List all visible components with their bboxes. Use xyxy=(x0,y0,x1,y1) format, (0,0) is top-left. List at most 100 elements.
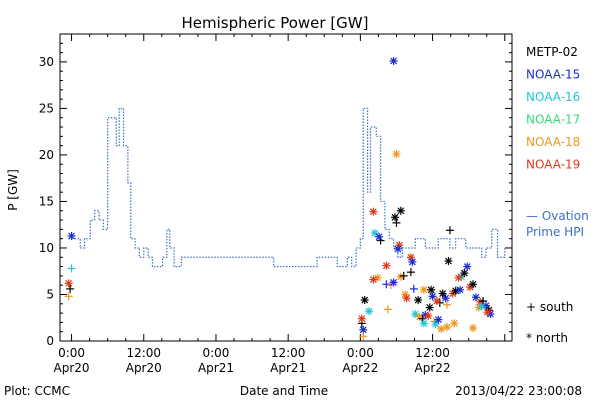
marker-stroke xyxy=(455,274,462,282)
marker-stroke xyxy=(375,233,383,241)
marker-stroke xyxy=(463,263,471,271)
satellite-marker xyxy=(477,302,486,311)
marker-stroke xyxy=(472,293,480,301)
satellite-marker xyxy=(444,256,453,265)
satellite-marker xyxy=(483,308,492,317)
chart-title: Hemispheric Power [GW] xyxy=(182,14,369,32)
satellite-marker xyxy=(392,218,401,227)
marker-stroke xyxy=(393,150,400,158)
x-tick-label: 0:00 xyxy=(58,346,85,360)
y-tick-label: 25 xyxy=(39,101,54,115)
satellite-marker xyxy=(414,296,423,305)
marker-stroke xyxy=(361,296,369,304)
satellite-legend-item: NOAA-15 xyxy=(526,68,580,82)
x-tick-sublabel: Apr21 xyxy=(198,361,234,375)
satellite-marker xyxy=(443,300,452,309)
satellite-marker xyxy=(445,226,454,235)
satellite-marker xyxy=(425,303,434,312)
ovation-series-line xyxy=(68,107,506,268)
marker-stroke xyxy=(390,278,398,286)
satellite-marker xyxy=(454,273,463,282)
satellite-marker xyxy=(456,285,465,294)
marker-stroke xyxy=(427,286,435,294)
marker-stroke xyxy=(397,207,405,215)
satellite-marker xyxy=(396,206,405,215)
marker-stroke xyxy=(359,326,367,334)
satellite-markers xyxy=(64,56,495,341)
marker-stroke xyxy=(394,245,402,253)
satellite-marker xyxy=(64,279,73,288)
marker-stroke xyxy=(401,291,409,298)
marker-stroke xyxy=(469,280,477,288)
satellite-legend-item: NOAA-17 xyxy=(526,113,580,127)
x-tick-sublabel: Apr21 xyxy=(270,361,306,375)
satellite-marker xyxy=(389,56,398,65)
satellite-marker xyxy=(406,268,415,277)
marker-stroke xyxy=(426,304,434,311)
y-tick-label: 0 xyxy=(46,334,54,348)
marker-stroke xyxy=(486,310,494,318)
marker-stroke xyxy=(411,310,419,318)
marker-stroke xyxy=(432,320,439,328)
marker-stroke xyxy=(429,292,436,300)
satellite-marker xyxy=(393,244,402,253)
marker-stroke xyxy=(460,269,468,277)
x-tick-sublabel: Apr20 xyxy=(54,361,90,375)
satellite-marker xyxy=(469,323,478,332)
marker-stroke xyxy=(482,302,490,310)
x-tick-label: 0:00 xyxy=(347,346,374,360)
x-tick-sublabel: Apr20 xyxy=(126,361,162,375)
satellite-marker xyxy=(424,311,433,320)
satellite-marker xyxy=(389,278,398,287)
marker-stroke xyxy=(369,208,377,216)
marker-stroke xyxy=(469,324,477,332)
y-tick-label: 30 xyxy=(39,55,54,69)
satellite-marker xyxy=(67,264,76,273)
x-axis-label: Date and Time xyxy=(240,384,328,398)
marker-stroke xyxy=(433,297,441,305)
satellite-marker xyxy=(402,294,411,303)
satellite-marker xyxy=(419,285,428,294)
marker-stroke xyxy=(403,294,411,302)
satellite-marker xyxy=(392,150,401,159)
y-tick-label: 20 xyxy=(39,148,54,162)
x-axis: 0:00Apr2012:00Apr200:00Apr2112:00Apr210:… xyxy=(54,34,506,375)
marker-stroke xyxy=(414,296,422,304)
satellite-marker xyxy=(369,275,378,284)
satellite-legend-item: NOAA-16 xyxy=(526,90,580,104)
satellite-marker xyxy=(383,305,392,314)
satellite-marker xyxy=(469,280,478,289)
marker-stroke xyxy=(434,316,442,324)
footer-plot-credit: Plot: CCMC xyxy=(4,384,70,398)
marker-stroke xyxy=(442,294,449,302)
marker-legend: + south * north xyxy=(526,300,573,345)
x-tick-sublabel: Apr22 xyxy=(342,361,378,375)
satellite-marker xyxy=(460,269,469,278)
plot-frame xyxy=(59,33,513,342)
satellite-marker xyxy=(438,289,447,298)
marker-stroke xyxy=(484,308,491,316)
marker-stroke xyxy=(408,258,416,266)
marker-stroke xyxy=(445,257,452,265)
y-axis: 0 5 10 15 20 25 30 xyxy=(39,33,512,348)
satellite-marker xyxy=(443,323,452,332)
marker-stroke xyxy=(443,323,451,331)
marker-stroke xyxy=(390,57,398,65)
marker-stroke xyxy=(450,319,458,327)
satellite-legend-item: NOAA-19 xyxy=(526,158,580,172)
satellite-marker xyxy=(409,284,418,293)
marker-stroke xyxy=(424,312,432,320)
ovation-legend-line2: Prime HPI xyxy=(526,225,584,239)
satellite-marker xyxy=(411,310,420,319)
satellite-marker xyxy=(375,232,384,241)
marker-stroke xyxy=(68,232,75,240)
satellite-marker xyxy=(66,284,75,293)
marker-stroke xyxy=(421,311,429,319)
marker-stroke xyxy=(420,286,428,294)
marker-stroke xyxy=(420,319,428,327)
marker-stroke xyxy=(456,286,464,294)
satellite-marker xyxy=(399,271,408,280)
x-tick-label: 12:00 xyxy=(271,346,306,360)
ovation-legend-line1: — Ovation xyxy=(526,209,589,223)
y-tick-label: 5 xyxy=(46,287,54,301)
